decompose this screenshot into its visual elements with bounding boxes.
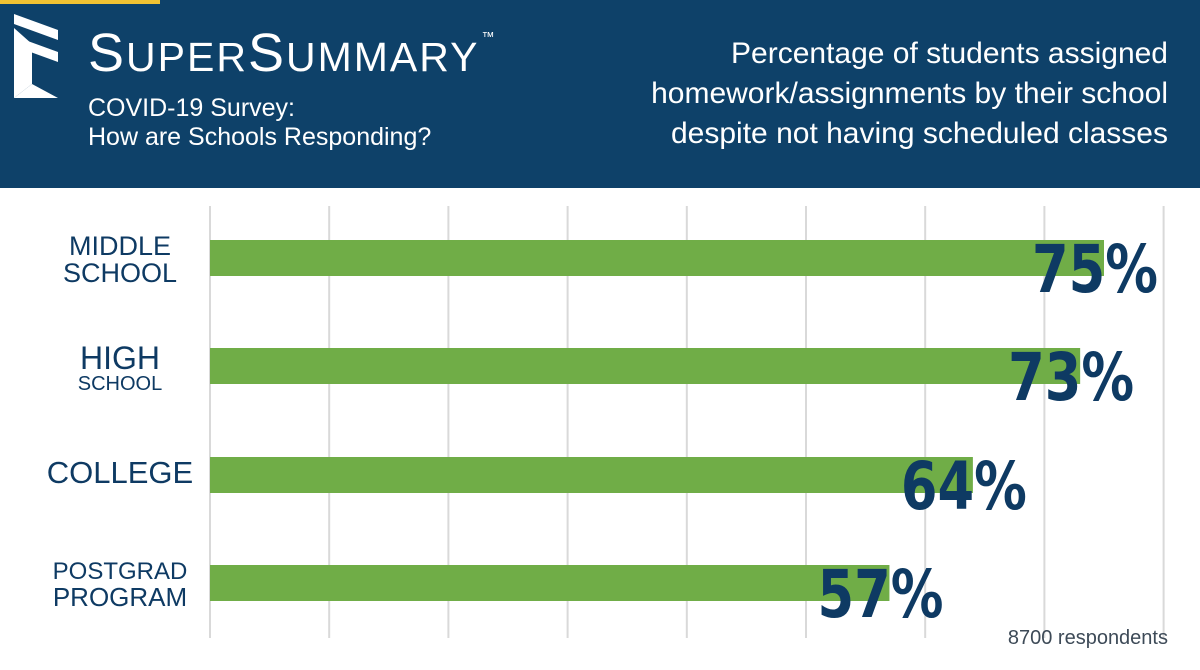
data-label: 57% <box>817 556 943 633</box>
bar <box>210 565 890 601</box>
category-label: POSTGRAD PROGRAM <box>30 558 210 612</box>
category-label: COLLEGE <box>30 457 210 488</box>
data-label: 73% <box>1008 339 1134 416</box>
subtitle-line-1: COVID-19 Survey: <box>88 94 296 122</box>
bar <box>210 348 1081 384</box>
subtitle-line-2: How are Schools Responding? <box>88 123 432 151</box>
supersummary-chevron-logo-icon <box>14 14 58 98</box>
category-label-line: SCHOOL <box>77 373 163 395</box>
header-banner <box>0 0 1200 188</box>
brand-wordmark: SUPERSUMMARY ™ <box>88 23 495 83</box>
category-label-line: POSTGRAD <box>52 558 188 585</box>
category-label-line: HIGH <box>80 340 160 376</box>
chart-title-line-1: Percentage of students assigned <box>731 37 1168 70</box>
bar <box>210 240 1104 276</box>
data-label: 64% <box>901 448 1027 525</box>
chart-title-line-3: despite not having scheduled classes <box>671 117 1168 150</box>
bar <box>210 457 973 493</box>
chart-title: Percentage of students assigned homework… <box>468 34 1168 154</box>
bar-chart: 75% 73% 64% 57% <box>209 206 1165 638</box>
survey-subtitle: COVID-19 Survey: How are Schools Respond… <box>88 94 431 152</box>
category-label-line: MIDDLE <box>68 231 171 261</box>
category-label-line: COLLEGE <box>46 454 194 490</box>
data-label: 75% <box>1032 231 1158 308</box>
category-label-line: PROGRAM <box>52 582 188 612</box>
chart-title-line-2: homework/assignments by their school <box>651 77 1168 110</box>
category-label-line: SCHOOL <box>62 258 178 288</box>
category-label: MIDDLE SCHOOL <box>30 233 210 287</box>
respondents-footnote: 8700 respondents <box>1007 627 1168 649</box>
accent-strip <box>0 0 160 4</box>
category-label: HIGH SCHOOL <box>30 342 210 394</box>
